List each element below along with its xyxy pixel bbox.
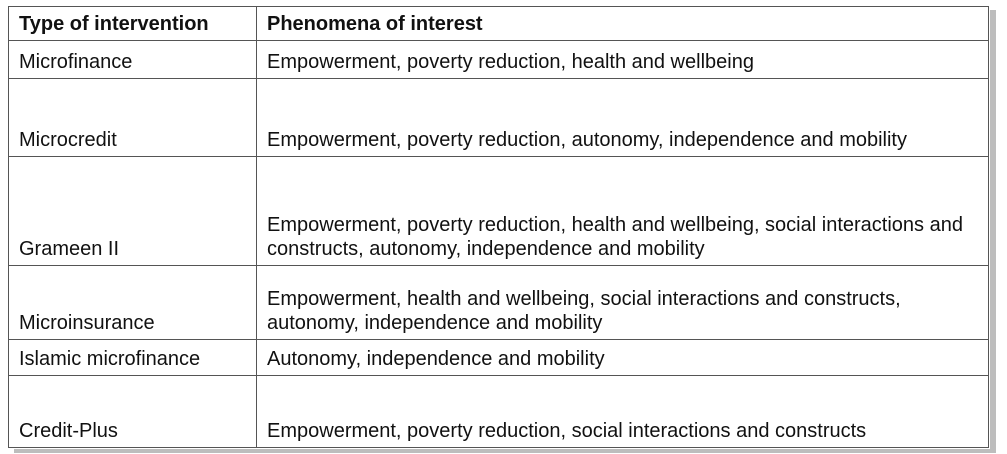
- type-cell: Grameen II: [8, 156, 257, 266]
- header-row: Type of intervention Phenomena of intere…: [8, 6, 989, 41]
- table-shadow-bottom: [14, 449, 996, 453]
- table-shadow-right: [990, 10, 996, 450]
- phenomena-cell: Empowerment, health and wellbeing, socia…: [256, 265, 989, 340]
- header-type: Type of intervention: [8, 6, 257, 41]
- type-cell: Islamic microfinance: [8, 339, 257, 376]
- type-cell: Microcredit: [8, 78, 257, 157]
- type-cell: Credit-Plus: [8, 375, 257, 448]
- phenomena-cell: Empowerment, poverty reduction, health a…: [256, 156, 989, 266]
- phenomena-cell: Autonomy, independence and mobility: [256, 339, 989, 376]
- type-cell: Microinsurance: [8, 265, 257, 340]
- table-row: Microcredit Empowerment, poverty reducti…: [8, 78, 989, 157]
- table-row: Islamic microfinance Autonomy, independe…: [8, 339, 989, 376]
- table-row: Grameen II Empowerment, poverty reductio…: [8, 156, 989, 266]
- intervention-table: Type of intervention Phenomena of intere…: [8, 6, 989, 448]
- phenomena-cell: Empowerment, poverty reduction, social i…: [256, 375, 989, 448]
- phenomena-cell: Empowerment, poverty reduction, autonomy…: [256, 78, 989, 157]
- phenomena-cell: Empowerment, poverty reduction, health a…: [256, 40, 989, 79]
- header-phenomena: Phenomena of interest: [256, 6, 989, 41]
- table-row: Microfinance Empowerment, poverty reduct…: [8, 40, 989, 79]
- table-row: Microinsurance Empowerment, health and w…: [8, 265, 989, 340]
- table-row: Credit-Plus Empowerment, poverty reducti…: [8, 375, 989, 448]
- type-cell: Microfinance: [8, 40, 257, 79]
